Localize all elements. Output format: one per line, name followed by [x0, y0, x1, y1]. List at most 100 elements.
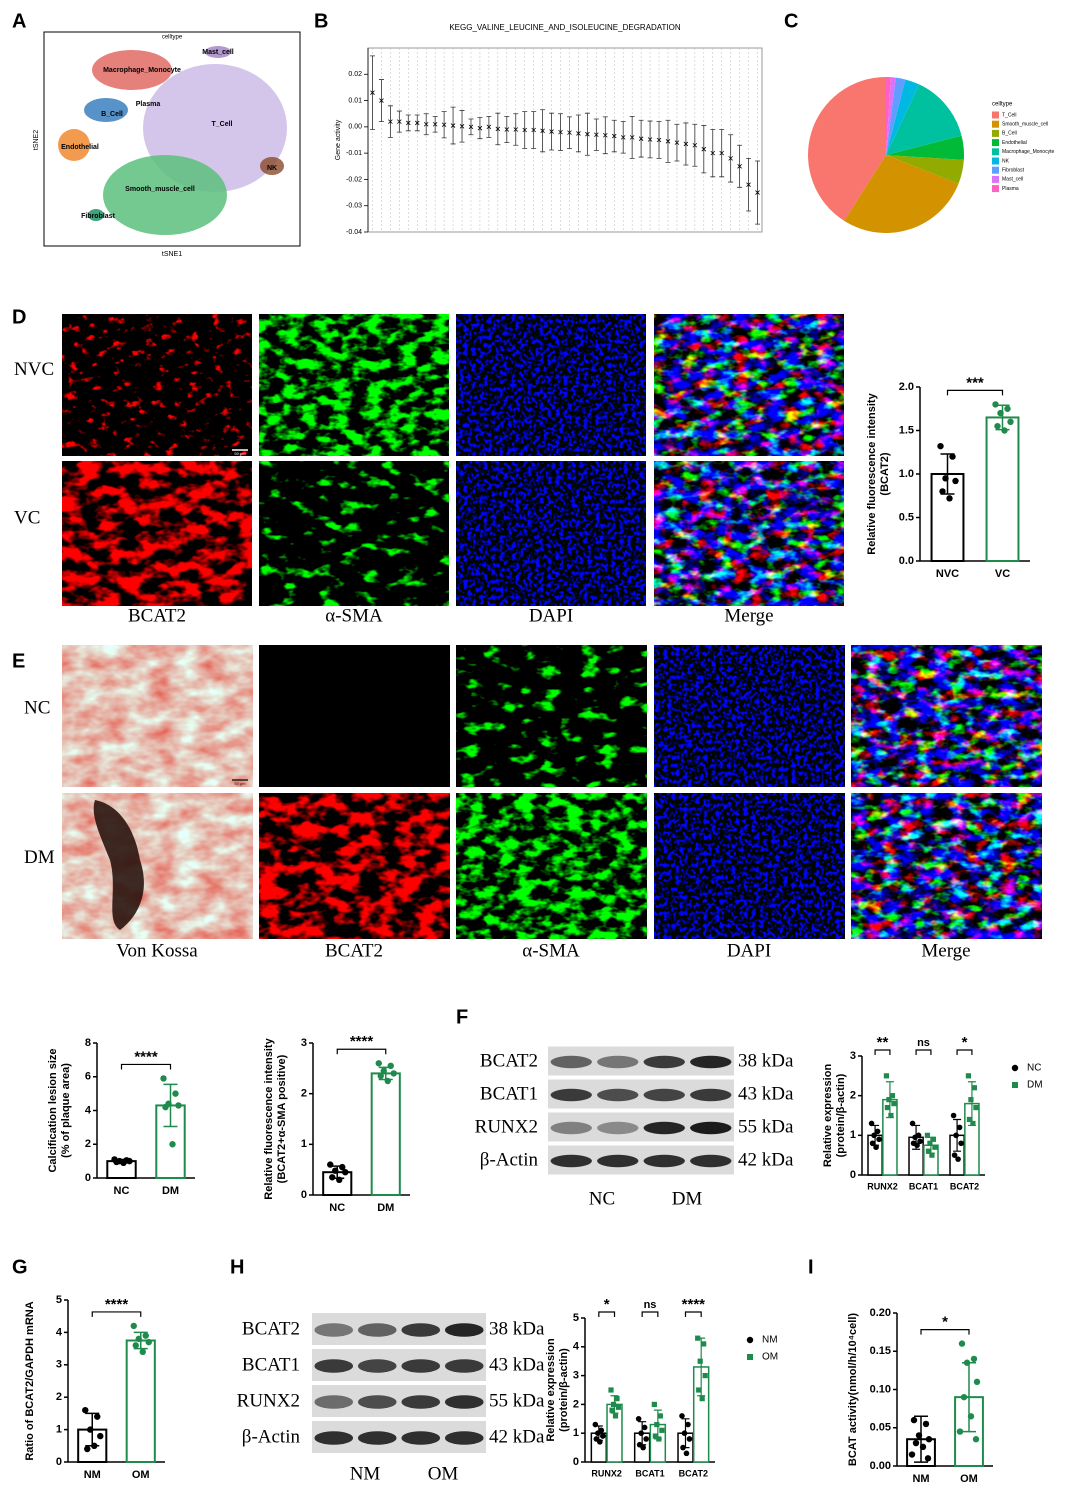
significance-label: **** — [105, 1296, 129, 1313]
significance-label: ns — [917, 1037, 930, 1049]
blot-band — [550, 1088, 592, 1102]
legend-swatch — [992, 185, 999, 193]
group-label: DM — [672, 1188, 703, 1209]
data-point — [1007, 418, 1014, 425]
cluster-label: Fibroblast — [81, 213, 116, 220]
pie-slice — [886, 77, 891, 155]
data-point — [82, 1406, 89, 1414]
y-axis-label: (BCAT2+α-SMA positive) — [276, 1054, 288, 1183]
significance-bracket — [874, 1049, 891, 1055]
blot-band — [444, 1323, 484, 1337]
legend-marker — [746, 1336, 754, 1344]
blot-band — [643, 1055, 685, 1069]
data-point — [635, 1416, 642, 1422]
y-tick-label: 4 — [85, 1104, 92, 1116]
data-point — [997, 409, 1004, 417]
size-label: 38 kDa — [489, 1318, 545, 1339]
group-label: NM — [350, 1463, 381, 1484]
significance-label: * — [962, 1034, 968, 1051]
cluster-label: Plasma — [136, 101, 161, 108]
data-point — [84, 1445, 91, 1453]
blot-band — [314, 1323, 354, 1337]
cluster-label: Mast_cell — [202, 49, 234, 56]
column-label: DAPI — [727, 940, 771, 961]
x-tick-label: OM — [132, 1469, 150, 1481]
blot-band — [643, 1088, 685, 1102]
legend-label: OM — [762, 1352, 778, 1363]
data-point — [567, 130, 572, 135]
data-point — [414, 120, 420, 126]
data-point — [925, 1436, 933, 1443]
micrograph — [259, 314, 449, 456]
data-point — [925, 1148, 932, 1154]
micrograph — [62, 793, 253, 939]
data-point — [504, 127, 510, 132]
significance-bracket — [91, 1311, 142, 1317]
x-tick-label: BCAT2 — [950, 1181, 979, 1191]
legend-title: celltype — [992, 102, 1013, 108]
band-label: β-Actin — [242, 1426, 301, 1447]
data-point — [651, 1401, 657, 1407]
y-tick-label: 0 — [56, 1456, 62, 1468]
panel-letter: H — [230, 1256, 244, 1278]
data-point — [609, 1407, 615, 1413]
y-tick-label: 1 — [850, 1129, 856, 1141]
micrograph — [654, 645, 845, 787]
y-axis-label: Relative expression — [545, 1338, 557, 1442]
y-tick-label: 0.00 — [348, 124, 362, 131]
legend-label: NC — [1027, 1063, 1041, 1074]
data-point — [387, 1062, 394, 1070]
blot-band — [357, 1359, 397, 1373]
panel-letter: G — [12, 1256, 28, 1278]
data-point — [1004, 405, 1011, 412]
blot-band — [314, 1359, 354, 1373]
data-point — [939, 488, 946, 495]
data-point — [946, 495, 953, 502]
y-tick-label: 0.20 — [870, 1307, 891, 1319]
blot-band — [690, 1055, 732, 1069]
significance-label: * — [604, 1296, 610, 1313]
y-tick-label: 0.0 — [899, 555, 914, 567]
data-point — [377, 1072, 384, 1080]
data-point — [912, 1134, 918, 1141]
column-label: α-SMA — [522, 940, 580, 961]
legend-label: T_Cell — [1002, 112, 1016, 118]
bar — [125, 1339, 156, 1463]
data-point — [135, 1335, 142, 1343]
data-point — [379, 98, 384, 103]
x-tick-label: VC — [995, 568, 1010, 580]
micrograph — [851, 793, 1042, 939]
x-tick-label: BCAT1 — [635, 1468, 664, 1478]
y-tick-label: 1 — [56, 1424, 62, 1436]
data-point — [612, 1413, 619, 1419]
column-label: Von Kossa — [116, 940, 198, 961]
data-point — [657, 1413, 663, 1419]
data-point — [654, 1421, 660, 1428]
data-point — [958, 1340, 966, 1347]
legend-swatch — [992, 129, 999, 137]
significance-label: **** — [350, 1033, 374, 1050]
data-point — [965, 1073, 972, 1079]
data-point — [950, 1112, 957, 1119]
y-tick-label: 2 — [301, 1088, 307, 1100]
size-label: 43 kDa — [738, 1083, 794, 1104]
data-point — [927, 1140, 933, 1146]
data-point — [967, 1413, 975, 1420]
y-tick-label: 2 — [573, 1398, 579, 1410]
data-point — [695, 1335, 701, 1341]
bar — [985, 416, 1020, 563]
legend-title: celltype — [162, 35, 183, 41]
y-axis-label: Gene activity — [335, 119, 342, 160]
size-label: 55 kDa — [489, 1390, 545, 1411]
data-point — [917, 1138, 923, 1145]
legend-swatch — [992, 148, 999, 156]
group-label: OM — [428, 1463, 459, 1484]
data-point — [145, 1338, 152, 1346]
bar — [155, 1104, 186, 1179]
data-point — [951, 1152, 958, 1158]
cluster — [92, 50, 172, 90]
data-point — [175, 1102, 182, 1109]
data-point — [468, 124, 474, 130]
y-tick-label: 2.0 — [899, 381, 914, 393]
data-point — [495, 126, 501, 132]
